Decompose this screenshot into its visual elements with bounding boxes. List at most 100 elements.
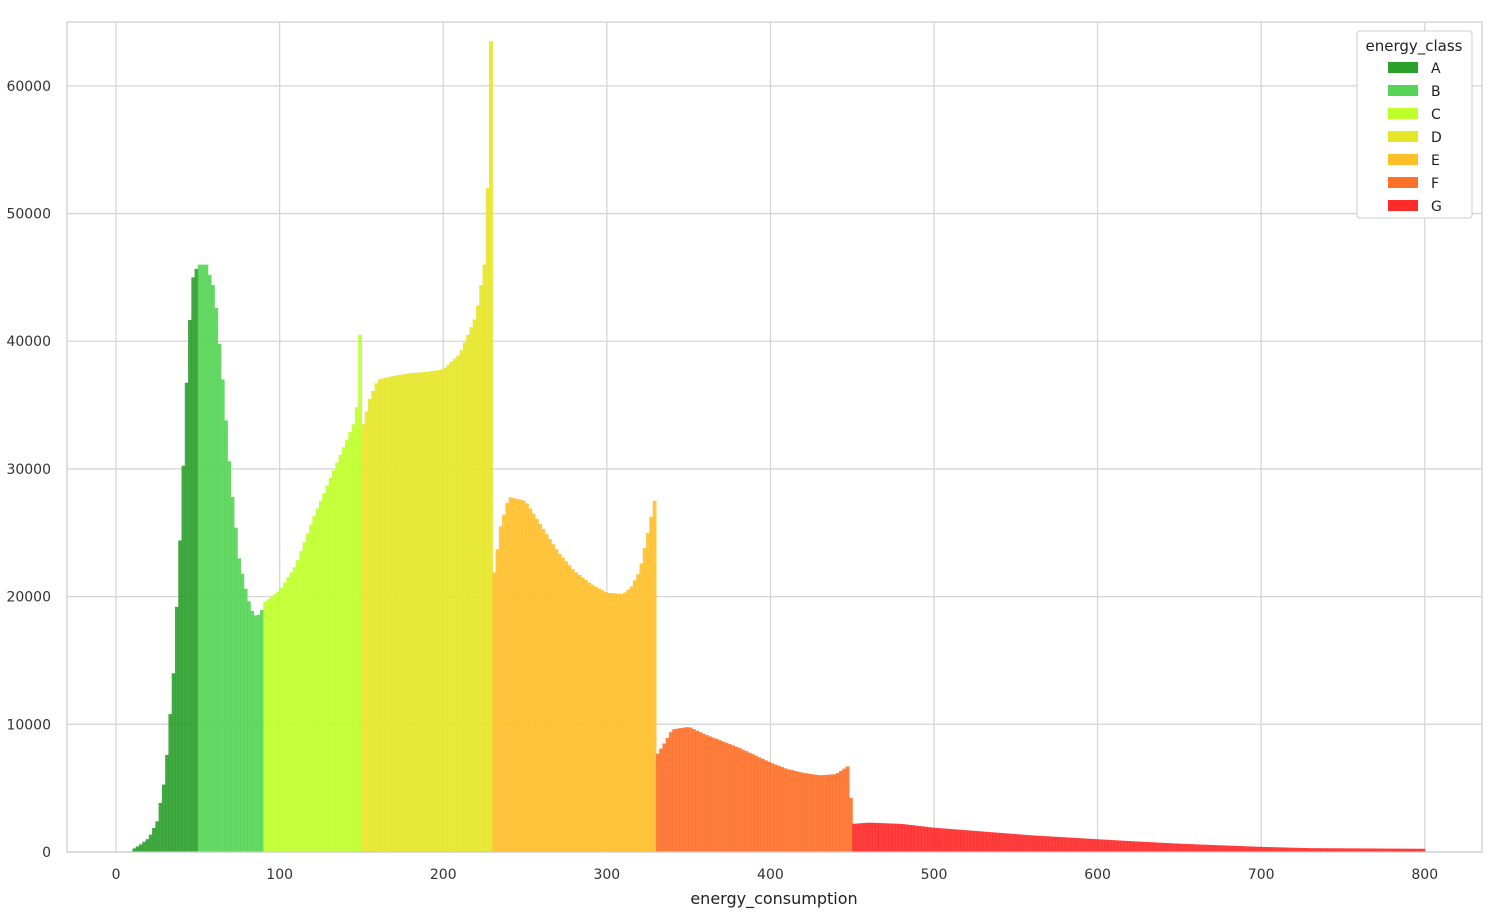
histogram-bar [901,824,906,852]
histogram-bar [152,827,156,852]
histogram-bar [672,729,677,852]
histogram-bar [616,593,621,852]
histogram-bar [547,539,552,852]
histogram-bar [1300,847,1305,852]
histogram-bar [1323,848,1328,852]
histogram-bar [911,825,915,852]
histogram-bar [806,773,811,852]
histogram-bar [1087,838,1092,852]
histogram-bar [989,832,994,852]
histogram-bar [1365,848,1370,852]
histogram-bar [1261,846,1266,852]
histogram-bar [649,516,654,852]
histogram-bar [636,574,641,852]
histogram-bar [662,743,667,852]
legend-label-D: D [1431,130,1442,146]
x-tick-label: 200 [430,867,457,883]
histogram-bar [466,334,471,852]
histogram-bar [1140,841,1144,852]
histogram-bar [956,829,961,852]
histogram-bar [1068,837,1073,852]
histogram-bar [950,829,955,852]
legend-box [1356,30,1473,219]
histogram-bar [770,763,775,852]
histogram-bar [1270,847,1275,852]
histogram-bar [1336,848,1341,852]
histogram-bar [204,264,209,853]
histogram-bar [403,373,408,852]
histogram-bar [1032,835,1037,852]
histogram-bar [279,587,284,852]
histogram-bar [1192,844,1197,852]
histogram-bar [217,343,222,852]
histogram-bar [868,822,873,852]
histogram-bar [613,593,618,852]
legend-swatch-C [1388,108,1418,119]
histogram-bar [862,823,866,852]
histogram-bar [665,737,670,852]
histogram-bar [812,774,817,852]
histogram-bar [495,549,500,852]
histogram-bar [1421,848,1426,852]
histogram-bar [492,572,497,852]
histogram-bar [1208,844,1213,852]
histogram-bar [1378,848,1383,852]
histogram-bar [1202,844,1207,852]
histogram-bar [498,526,503,852]
histogram-bar [1320,848,1324,852]
series-A [132,268,199,852]
histogram-bar [489,41,493,852]
histogram-bar [456,355,461,852]
histogram-bar [1254,846,1259,852]
histogram-bar [603,591,608,852]
histogram-bar [790,770,794,852]
histogram-bar [1002,833,1007,852]
histogram-bar [256,614,261,852]
histogram-bar [354,407,359,852]
histogram-bar [570,569,575,852]
histogram-bar [557,553,562,852]
histogram-bar [430,371,435,852]
histogram-bar [633,580,637,852]
histogram-bar [534,518,539,852]
histogram-bar [181,465,186,852]
histogram-bar [623,592,628,852]
legend-swatch-E [1388,154,1418,165]
histogram-bar [332,470,336,852]
histogram-bar [799,772,804,852]
histogram-bar [564,561,569,852]
histogram-bar [469,327,474,853]
histogram-bar [479,285,484,852]
histogram-bar [580,577,585,852]
histogram-bar [315,508,320,852]
histogram-bar [214,308,219,852]
histogram-bar [1028,835,1033,852]
histogram-bar [1025,835,1030,852]
histogram-bar [740,749,745,852]
histogram-bar [1185,844,1190,852]
histogram-bar [979,831,984,852]
histogram-bar [240,573,245,852]
histogram-bar [1100,839,1105,852]
histogram-bar [593,586,598,852]
histogram-bar [793,770,798,852]
histogram-bar [390,376,395,852]
histogram-bar [1113,840,1118,852]
histogram-bar [819,775,824,852]
histogram-bar [1339,848,1344,852]
histogram-bar [328,477,333,852]
histogram-bar [220,379,225,852]
histogram-bar [1293,847,1298,852]
histogram-bar [1326,848,1331,852]
y-tick-label: 60000 [6,79,51,95]
histogram-bar [754,755,758,852]
histogram-bar [1199,844,1203,852]
histogram-bar [891,823,896,852]
histogram-bar [318,500,323,852]
histogram-bar [842,768,847,852]
histogram-bar [724,742,729,852]
histogram-bar [309,524,313,852]
histogram-bar [655,753,660,852]
histogram-bar [1136,841,1141,852]
histogram-bar [1372,848,1377,852]
